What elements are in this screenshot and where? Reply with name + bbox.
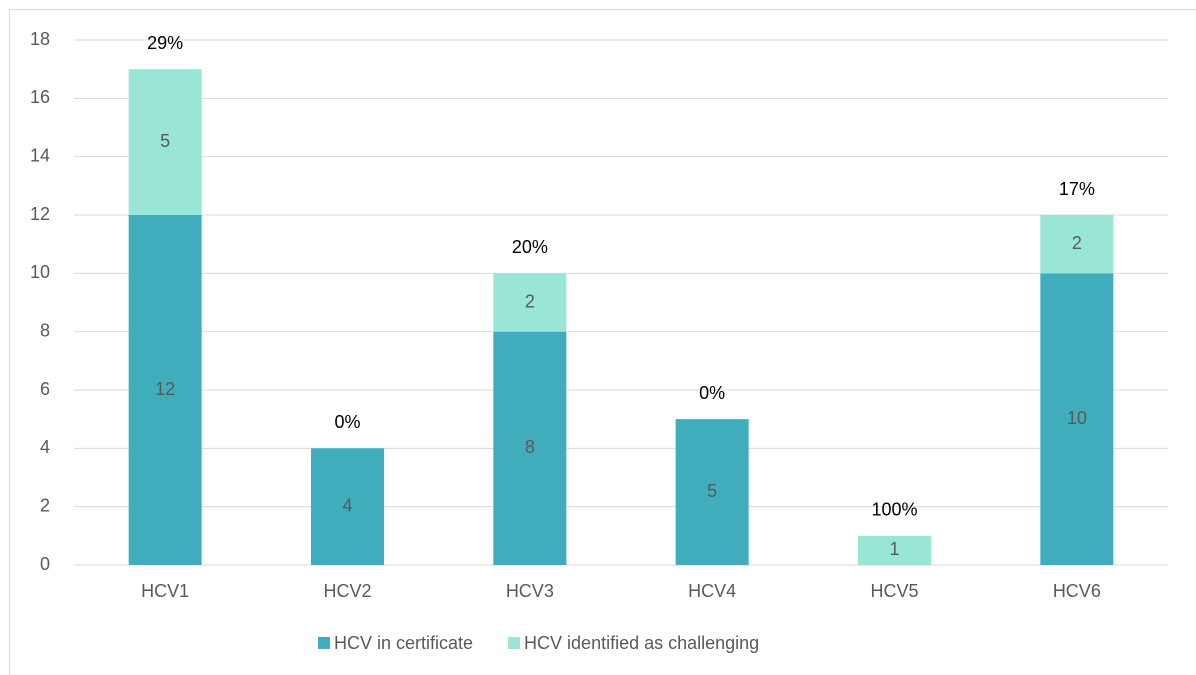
x-tick-label: HCV2	[323, 581, 371, 601]
y-tick-label: 18	[30, 29, 50, 49]
data-label: 5	[707, 481, 717, 501]
legend-label: HCV in certificate	[334, 633, 473, 653]
total-annotation: 20%	[512, 237, 548, 257]
total-annotation: 17%	[1059, 179, 1095, 199]
data-label: 12	[155, 379, 175, 399]
data-label: 2	[1072, 233, 1082, 253]
bar-segment	[128, 215, 202, 565]
y-tick-label: 16	[30, 87, 50, 107]
bar-segment	[1040, 215, 1114, 274]
data-label: 5	[160, 131, 170, 151]
y-tick-label: 12	[30, 204, 50, 224]
legend-swatch	[318, 637, 330, 649]
bar-segment	[858, 535, 931, 565]
total-annotation: 0%	[699, 383, 725, 403]
total-annotation: 100%	[871, 500, 917, 520]
x-tick-label: HCV3	[506, 581, 554, 601]
y-tick-label: 0	[40, 554, 50, 574]
bar-segment	[493, 331, 567, 565]
y-tick-label: 10	[30, 262, 50, 282]
data-label: 10	[1067, 408, 1087, 428]
y-tick-label: 14	[30, 145, 50, 165]
x-tick-label: HCV4	[688, 581, 736, 601]
bar-segment	[311, 448, 384, 565]
data-label: 4	[342, 495, 352, 515]
y-tick-label: 6	[40, 379, 50, 399]
chart-frame	[9, 9, 1196, 675]
data-label: 8	[525, 437, 535, 457]
bar-segment	[1040, 273, 1114, 565]
legend-label: HCV identified as challenging	[524, 633, 759, 653]
legend-swatch	[508, 637, 521, 649]
x-tick-label: HCV1	[141, 581, 189, 601]
bar-segment	[128, 69, 202, 216]
x-tick-label: HCV6	[1053, 581, 1101, 601]
y-tick-label: 2	[40, 495, 50, 515]
data-label: 1	[889, 539, 899, 559]
y-tick-label: 4	[40, 437, 50, 457]
bar-segment	[675, 419, 749, 565]
x-tick-label: HCV5	[870, 581, 918, 601]
y-tick-label: 8	[40, 320, 50, 340]
total-annotation: 0%	[334, 412, 360, 432]
total-annotation: 29%	[147, 33, 183, 53]
data-label: 2	[525, 291, 535, 311]
bar-segment	[493, 273, 567, 332]
